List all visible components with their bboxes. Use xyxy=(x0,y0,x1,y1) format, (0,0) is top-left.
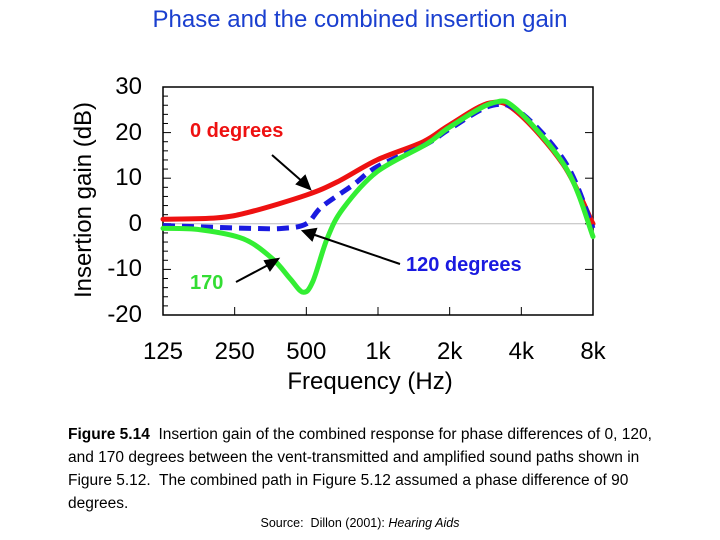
x-axis-label: Frequency (Hz) xyxy=(287,368,453,395)
x-tick-label: 125 xyxy=(142,338,184,365)
y-tick-label: 10 xyxy=(115,164,142,192)
source-prefix: Source: Dillon (2001): xyxy=(260,516,389,530)
y-tick-label: 20 xyxy=(115,118,142,146)
y-tick-label: -10 xyxy=(107,255,142,283)
source-book: Hearing Aids xyxy=(388,516,460,530)
x-tick-label: 4k xyxy=(508,338,535,365)
x-tick-label: 1k xyxy=(365,338,391,365)
slide-title: Phase and the combined insertion gain xyxy=(152,6,568,33)
x-tick-label: 8k xyxy=(580,338,606,365)
arrowhead-0-degrees xyxy=(295,174,312,191)
arrow-170 xyxy=(235,263,271,283)
x-tick-label: 500 xyxy=(286,338,327,365)
caption-label: Figure 5.14 xyxy=(68,426,150,443)
y-tick-label: -20 xyxy=(107,301,142,328)
figure-caption: Figure 5.14 Insertion gain of the combin… xyxy=(68,423,668,515)
y-axis-label: Insertion gain (dB) xyxy=(70,101,97,299)
arrowhead-170 xyxy=(263,257,281,272)
x-tick-label: 2k xyxy=(436,338,463,365)
caption-text: Insertion gain of the combined response … xyxy=(68,426,657,512)
annotation-120-degrees: 120 degrees xyxy=(406,254,522,276)
annotation-0-degrees: 0 degrees xyxy=(190,120,284,142)
annotation-170: 170 xyxy=(190,272,224,294)
arrowhead-120-degrees xyxy=(300,227,318,242)
series-line-2 xyxy=(160,98,596,295)
arrow-120-degrees xyxy=(311,233,401,265)
arrow-0-degrees xyxy=(271,154,305,184)
y-tick-label: 0 xyxy=(128,209,142,237)
y-tick-label: 30 xyxy=(115,73,142,100)
x-tick-label: 250 xyxy=(214,338,255,365)
source-line: Source: Dillon (2001): Hearing Aids xyxy=(0,516,720,530)
